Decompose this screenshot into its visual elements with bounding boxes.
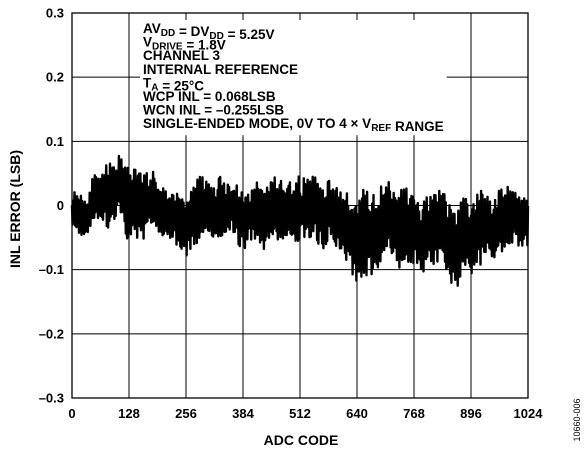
plot-frame	[71, 12, 529, 399]
series-line	[70, 154, 530, 287]
y-tick-label: 0	[57, 198, 64, 213]
x-tick-label: 384	[232, 406, 254, 421]
annotation-line: INTERNAL REFERENCE	[143, 62, 298, 77]
annotation-background	[140, 20, 447, 136]
figure-id: 10660-006	[572, 398, 582, 441]
annotation-line: SINGLE-ENDED MODE, 0V TO 4 × VREF RANGE	[143, 116, 444, 134]
annotation-line: WCP INL = 0.068LSB	[143, 89, 276, 104]
y-tick-label: –0.3	[39, 391, 64, 406]
y-tick-label: 0.3	[46, 6, 64, 21]
x-tick-label: 128	[118, 406, 140, 421]
y-tick-labels: 0.3 0.2 0.1 0 –0.1 –0.2 –0.3	[39, 6, 64, 406]
y-axis-label: INL ERROR (LSB)	[7, 150, 23, 268]
x-tick-label: 512	[289, 406, 311, 421]
annotation-line: CHANNEL 3	[143, 48, 221, 63]
x-tick-label: 640	[346, 406, 368, 421]
y-tick-label: –0.2	[39, 326, 64, 341]
x-tick-label: 0	[68, 406, 75, 421]
y-tick-label: 0.1	[46, 134, 64, 149]
annotation-line: VDRIVE = 1.8V	[143, 35, 226, 53]
x-tick-label: 768	[403, 406, 425, 421]
x-tick-label: 256	[175, 406, 197, 421]
annotation-line: TA = 25°C	[143, 75, 204, 93]
annotation-line: AVDD = DVDD = 5.25V	[143, 21, 274, 42]
series-layer	[70, 154, 530, 287]
x-tick-label: 896	[460, 406, 482, 421]
x-tick-label: 1024	[514, 406, 544, 421]
y-tick-label: –0.1	[39, 262, 64, 277]
annotation-line: WCN INL = –0.255LSB	[143, 103, 284, 118]
y-tick-label: 0.2	[46, 70, 64, 85]
x-tick-labels: 0 128 256 384 512 640 768 896 1024	[68, 406, 543, 421]
x-axis-label: ADC CODE	[264, 432, 339, 448]
